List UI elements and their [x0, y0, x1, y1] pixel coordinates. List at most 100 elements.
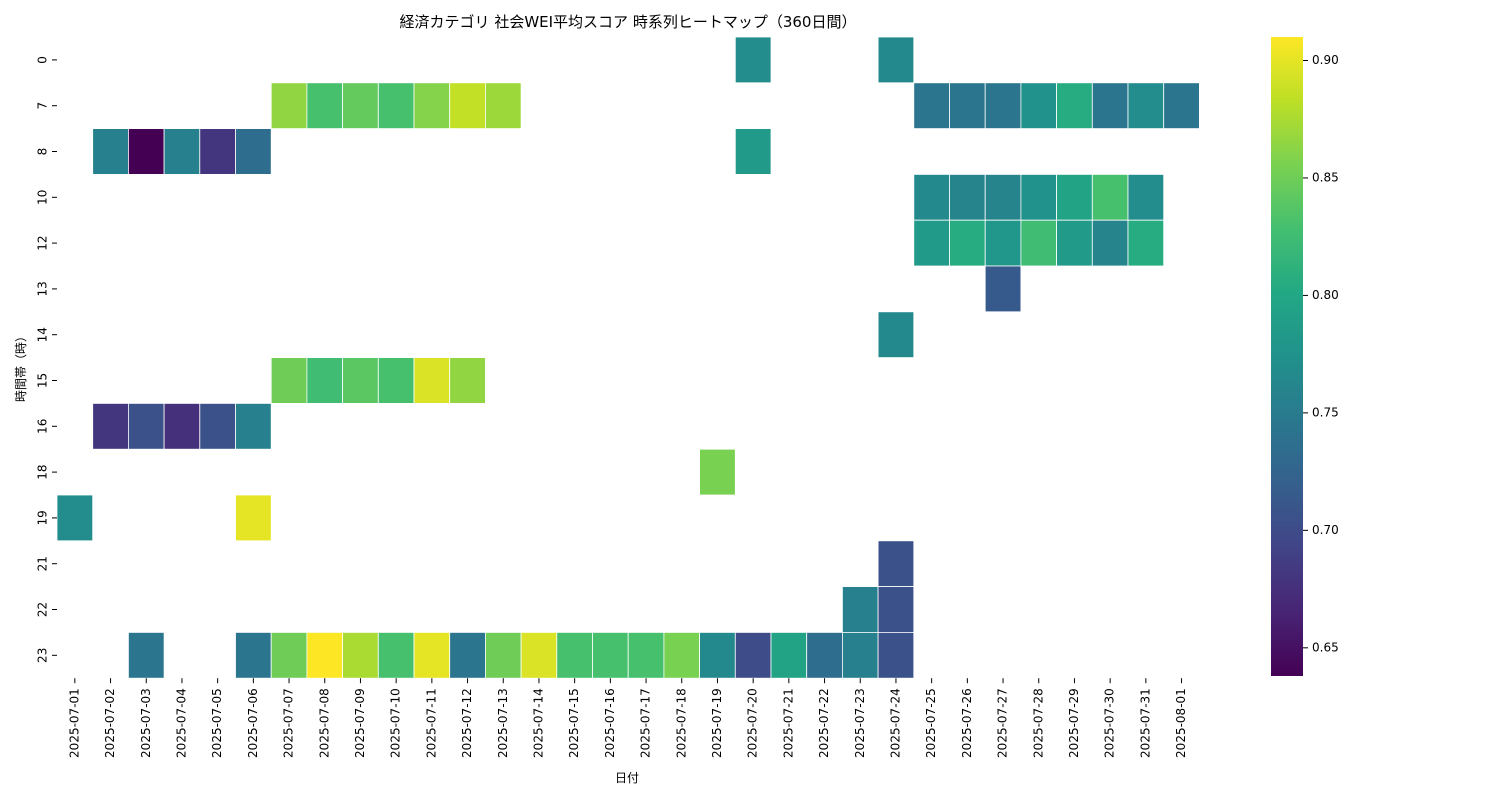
heatmap-cell [1163, 82, 1200, 130]
heatmap-cell [413, 632, 451, 679]
heatmap-cell [342, 632, 379, 679]
heatmap-cell [913, 219, 950, 267]
heatmap-cell [1020, 82, 1058, 130]
x-axis: 2025-07-01 2025-07-02 2025-07-03 2025-07-04… [67, 678, 1188, 758]
y-tick-label: 15 [36, 373, 50, 388]
colorbar-tick-label: 0.75 [1312, 405, 1339, 419]
colorbar [1271, 37, 1303, 676]
colorbar-tick-label: 0.90 [1312, 53, 1339, 67]
heatmap-cell [377, 632, 415, 679]
y-tick-label: 16 [36, 419, 50, 434]
y-tick-label: 22 [36, 602, 50, 617]
heatmap-cell [877, 586, 915, 633]
x-tick-label: 2025-07-30 [1103, 688, 1117, 758]
heatmap-cell [127, 632, 165, 679]
y-axis: 0 7 8 10 12 13 14 15 16 18 19 21 22 23 [36, 56, 57, 663]
x-tick-label: 2025-07-07 [282, 688, 296, 758]
heatmap-cell [984, 173, 1022, 221]
heatmap-cell [484, 82, 522, 130]
heatmap-cell [1127, 82, 1165, 130]
heatmap-cell [270, 357, 308, 404]
heatmap-cell [1056, 219, 1093, 267]
x-tick-label: 2025-07-26 [960, 688, 974, 758]
x-tick-label: 2025-07-25 [924, 688, 938, 758]
x-tick-label: 2025-07-05 [210, 688, 224, 758]
heatmap-cell [449, 82, 486, 130]
heatmap-cell [877, 632, 915, 679]
colorbar-tick-label: 0.80 [1312, 288, 1339, 302]
x-tick-label: 2025-07-03 [139, 688, 153, 758]
colorbar-tick-label: 0.70 [1312, 523, 1339, 537]
x-tick-label: 2025-07-21 [781, 688, 795, 758]
x-tick-label: 2025-07-22 [817, 688, 831, 758]
x-tick-label: 2025-07-28 [1031, 688, 1045, 758]
heatmap-cell [842, 586, 879, 633]
x-tick-label: 2025-07-23 [853, 688, 867, 758]
heatmap-cell [377, 357, 415, 404]
heatmap-cell [413, 82, 451, 130]
heatmap-cell [377, 82, 415, 130]
heatmap-cell [92, 128, 129, 175]
heatmap-cell [949, 219, 986, 267]
heatmap-cell [342, 82, 379, 130]
heatmap-cell [1091, 219, 1129, 267]
heatmap-cell [413, 357, 451, 404]
heatmap-cell [877, 540, 915, 587]
x-tick-label: 2025-07-27 [996, 688, 1010, 758]
x-tick-label: 2025-07-10 [389, 688, 403, 758]
x-tick-label: 2025-07-16 [603, 688, 617, 758]
y-tick-label: 21 [36, 556, 50, 571]
heatmap-cell [127, 402, 165, 450]
y-tick-label: 8 [36, 148, 50, 156]
heatmap-cell [949, 82, 986, 130]
heatmap-cell [734, 128, 772, 175]
heatmap-cell [1127, 219, 1165, 267]
heatmap-cell [592, 632, 629, 679]
heatmap-cell [199, 402, 236, 450]
x-tick-label: 2025-07-15 [567, 688, 581, 758]
heatmap-cell [56, 494, 94, 542]
heatmap-cell [913, 82, 950, 130]
x-tick-label: 2025-07-24 [888, 688, 902, 758]
heatmap-cell [199, 128, 236, 175]
heatmap-cell [306, 82, 343, 130]
heatmap-cell [235, 402, 272, 450]
y-tick-label: 0 [36, 56, 50, 64]
x-tick-label: 2025-08-01 [1174, 688, 1188, 758]
heatmap-cell [484, 632, 522, 679]
x-tick-label: 2025-07-01 [67, 688, 81, 758]
heatmap-cell [235, 632, 272, 679]
y-tick-label: 7 [36, 102, 50, 110]
x-axis-label: 日付 [615, 771, 639, 785]
heatmap-cell [770, 632, 808, 679]
x-tick-label: 2025-07-12 [460, 688, 474, 758]
heatmap-cell [163, 402, 201, 450]
heatmap-cell [949, 173, 986, 221]
heatmap-cell [1056, 82, 1093, 130]
heatmap-cell [663, 632, 701, 679]
heatmap-cell [1020, 173, 1058, 221]
x-tick-label: 2025-07-11 [424, 688, 438, 758]
heatmap-cell [984, 265, 1022, 313]
x-tick-label: 2025-07-17 [639, 688, 653, 758]
x-tick-label: 2025-07-02 [103, 688, 117, 758]
heatmap-cell [1091, 82, 1129, 130]
heatmap-cell [1127, 173, 1165, 221]
heatmap-cell [127, 128, 165, 175]
heatmap-cell [92, 402, 129, 450]
colorbar-tick-label: 0.85 [1312, 170, 1339, 184]
heatmap-cell [520, 632, 558, 679]
heatmap-cell [1020, 219, 1058, 267]
heatmap-cell [877, 36, 915, 84]
heatmap-cell [306, 632, 343, 679]
heatmap-cell [449, 357, 486, 404]
colorbar-tick-label: 0.65 [1312, 640, 1339, 654]
colorbar-axis: 0.65 0.70 0.75 0.80 0.85 0.90 [1303, 53, 1339, 654]
x-tick-label: 2025-07-13 [496, 688, 510, 758]
x-tick-label: 2025-07-08 [317, 688, 331, 758]
heatmap-cell [342, 357, 379, 404]
x-tick-label: 2025-07-18 [674, 688, 688, 758]
heatmap-cell [842, 632, 879, 679]
x-tick-label: 2025-07-20 [746, 688, 760, 758]
